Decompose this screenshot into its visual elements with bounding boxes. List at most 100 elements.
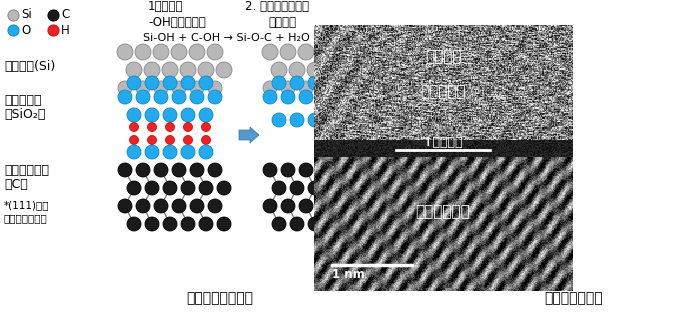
Circle shape <box>344 181 358 195</box>
Circle shape <box>207 44 223 60</box>
Circle shape <box>181 217 195 231</box>
Circle shape <box>325 62 341 78</box>
Circle shape <box>183 135 192 145</box>
Circle shape <box>190 163 204 177</box>
Circle shape <box>199 145 213 159</box>
Text: （SiO₂）: （SiO₂） <box>4 107 46 121</box>
Text: ↑接合界面: ↑接合界面 <box>423 136 463 149</box>
Circle shape <box>262 44 278 60</box>
FancyArrow shape <box>239 127 259 143</box>
Circle shape <box>181 145 195 159</box>
Circle shape <box>326 217 340 231</box>
Circle shape <box>352 44 368 60</box>
Circle shape <box>335 81 349 95</box>
Circle shape <box>316 44 332 60</box>
Circle shape <box>118 163 132 177</box>
Circle shape <box>335 90 349 104</box>
Text: 表面酸化膜: 表面酸化膜 <box>4 94 41 106</box>
Circle shape <box>208 90 222 104</box>
Circle shape <box>163 108 177 122</box>
Circle shape <box>198 62 214 78</box>
Circle shape <box>130 123 139 131</box>
Text: （C）: （C） <box>4 177 28 191</box>
Circle shape <box>181 108 195 122</box>
Circle shape <box>217 181 231 195</box>
Circle shape <box>136 81 150 95</box>
Circle shape <box>148 135 157 145</box>
Circle shape <box>362 217 376 231</box>
Circle shape <box>145 76 159 90</box>
Circle shape <box>326 113 340 127</box>
Circle shape <box>308 113 322 127</box>
Circle shape <box>172 81 186 95</box>
Circle shape <box>299 163 313 177</box>
Circle shape <box>190 90 204 104</box>
Circle shape <box>180 62 196 78</box>
Circle shape <box>335 199 349 213</box>
Circle shape <box>343 62 359 78</box>
Circle shape <box>136 199 150 213</box>
Circle shape <box>344 76 358 90</box>
Circle shape <box>263 199 277 213</box>
Circle shape <box>326 76 340 90</box>
Circle shape <box>154 81 168 95</box>
Text: Si-OH + C-OH → Si-O-C + H₂O: Si-OH + C-OH → Si-O-C + H₂O <box>143 33 309 43</box>
Circle shape <box>171 44 187 60</box>
Text: 接合形成: 接合形成 <box>268 15 296 28</box>
Text: *(111)面が: *(111)面が <box>4 200 50 210</box>
Circle shape <box>163 76 177 90</box>
Circle shape <box>290 217 304 231</box>
Circle shape <box>154 199 168 213</box>
Circle shape <box>144 62 160 78</box>
Circle shape <box>183 123 192 131</box>
Circle shape <box>163 181 177 195</box>
Circle shape <box>172 199 186 213</box>
Circle shape <box>317 199 331 213</box>
Circle shape <box>118 199 132 213</box>
Circle shape <box>145 108 159 122</box>
Circle shape <box>335 163 349 177</box>
Circle shape <box>353 199 367 213</box>
Circle shape <box>298 44 314 60</box>
Circle shape <box>272 113 286 127</box>
Circle shape <box>199 181 213 195</box>
Circle shape <box>127 145 141 159</box>
Text: 良好に接合可能: 良好に接合可能 <box>4 213 48 223</box>
Circle shape <box>280 44 296 60</box>
Circle shape <box>126 62 142 78</box>
Circle shape <box>163 145 177 159</box>
Circle shape <box>136 163 150 177</box>
Circle shape <box>308 76 322 90</box>
Circle shape <box>353 163 367 177</box>
Circle shape <box>326 181 340 195</box>
Circle shape <box>208 163 222 177</box>
Circle shape <box>271 62 287 78</box>
Text: 1．表面を: 1．表面を <box>148 1 183 14</box>
Circle shape <box>145 181 159 195</box>
Circle shape <box>172 163 186 177</box>
Circle shape <box>263 163 277 177</box>
Circle shape <box>334 44 350 60</box>
Circle shape <box>181 76 195 90</box>
Circle shape <box>317 81 331 95</box>
Circle shape <box>353 90 367 104</box>
Circle shape <box>172 90 186 104</box>
Circle shape <box>181 181 195 195</box>
Circle shape <box>118 90 132 104</box>
Text: -OH修飾し接触: -OH修飾し接触 <box>148 15 206 28</box>
Circle shape <box>289 62 305 78</box>
Circle shape <box>263 81 277 95</box>
Circle shape <box>308 217 322 231</box>
Circle shape <box>153 44 169 60</box>
Circle shape <box>148 123 157 131</box>
Text: 接合反応モデル図: 接合反応モデル図 <box>186 291 253 305</box>
Circle shape <box>130 135 139 145</box>
Circle shape <box>199 108 213 122</box>
Circle shape <box>344 113 358 127</box>
Circle shape <box>290 113 304 127</box>
Circle shape <box>165 135 174 145</box>
Circle shape <box>136 90 150 104</box>
Circle shape <box>208 81 222 95</box>
Text: シリコン(Si): シリコン(Si) <box>4 60 55 73</box>
Text: 表面酸化膜: 表面酸化膜 <box>420 84 466 99</box>
